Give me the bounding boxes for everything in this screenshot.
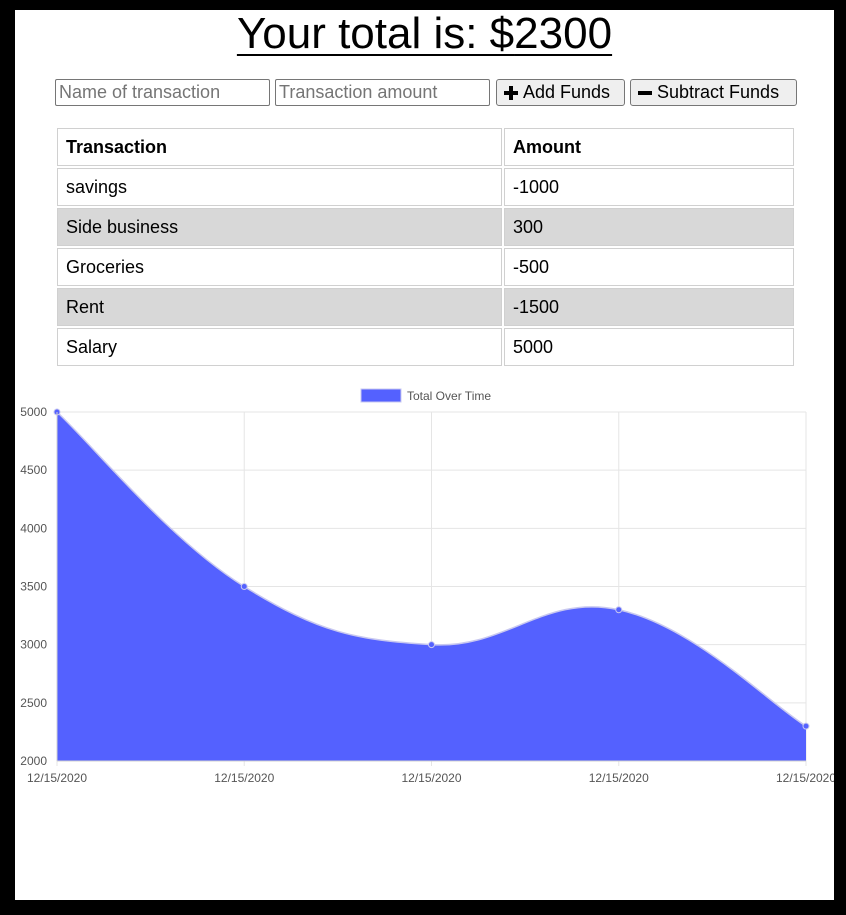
x-tick-label: 12/15/2020 (214, 771, 274, 785)
total-prefix: Your total is: $ (236, 9, 515, 58)
data-point (428, 641, 435, 649)
add-funds-label: Add Funds (523, 82, 611, 102)
table-row: Salary 5000 (57, 328, 794, 366)
app-page: Your total is: $2300 Add Funds Subtract … (15, 10, 834, 900)
x-tick-label: 12/15/2020 (776, 771, 834, 785)
transaction-amount-input[interactable] (275, 79, 490, 106)
table-row: Side business 300 (57, 208, 794, 246)
cell-transaction-amount: -1000 (504, 168, 794, 206)
cell-transaction-name: Groceries (57, 248, 502, 286)
cell-transaction-name: Side business (57, 208, 502, 246)
transactions-table: Transaction Amount savings -1000 Side bu… (55, 126, 796, 368)
y-tick-label: 2500 (20, 696, 47, 710)
total-heading: Your total is: $2300 (15, 10, 834, 56)
legend-swatch (360, 388, 402, 403)
series-area-fill (57, 412, 806, 761)
data-point (615, 606, 623, 614)
plus-icon (504, 85, 518, 100)
x-tick-label: 12/15/2020 (401, 771, 461, 785)
data-point (802, 722, 810, 730)
x-tick-label: 12/15/2020 (27, 771, 87, 785)
cell-transaction-name: savings (57, 168, 502, 206)
y-tick-label: 4500 (20, 463, 47, 477)
total-over-time-chart: 2000 2500 3000 3500 4000 4500 5000 12/15/2020 12… (20, 388, 834, 785)
total-value: 2300 (514, 9, 613, 58)
subtract-funds-label: Subtract Funds (657, 82, 780, 102)
cell-transaction-name: Salary (57, 328, 502, 366)
header-amount: Amount (504, 128, 794, 166)
table-row: savings -1000 (57, 168, 794, 206)
minus-icon (638, 86, 652, 100)
cell-transaction-name: Rent (57, 288, 502, 326)
y-tick-label: 2000 (20, 754, 47, 768)
table-row: Groceries -500 (57, 248, 794, 286)
add-funds-button[interactable]: Add Funds (496, 79, 625, 106)
header-transaction: Transaction (57, 128, 502, 166)
x-tick-label: 12/15/2020 (589, 771, 649, 785)
subtract-funds-button[interactable]: Subtract Funds (630, 79, 797, 106)
y-tick-label: 5000 (20, 405, 47, 419)
legend-label: Total Over Time (407, 389, 491, 403)
y-tick-label: 4000 (20, 521, 47, 535)
cell-transaction-amount: -1500 (504, 288, 794, 326)
cell-transaction-amount: 5000 (504, 328, 794, 366)
table-row: Rent -1500 (57, 288, 794, 326)
y-tick-label: 3000 (20, 638, 47, 652)
y-tick-label: 3500 (20, 580, 47, 594)
data-point (240, 583, 248, 590)
table-header-row: Transaction Amount (57, 128, 794, 166)
transaction-name-input[interactable] (55, 79, 270, 106)
cell-transaction-amount: 300 (504, 208, 794, 246)
cell-transaction-amount: -500 (504, 248, 794, 286)
